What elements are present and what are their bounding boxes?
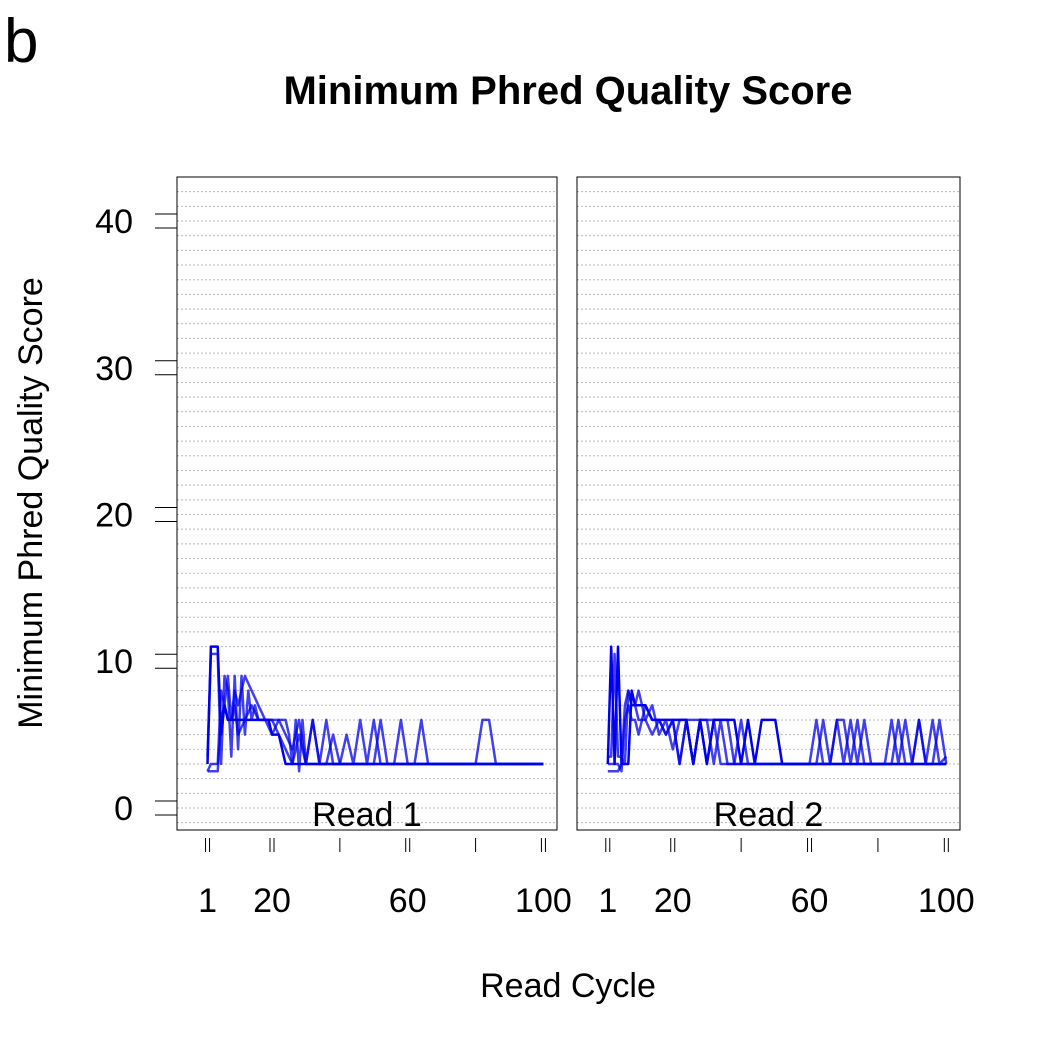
panel-read-1: Read 1 1 20 60 100	[176, 176, 572, 920]
x-axis-label: Read Cycle	[480, 967, 656, 1005]
panel-label: Read 2	[714, 796, 824, 834]
y-tick-label-10: 10	[95, 643, 133, 681]
series-line-2	[607, 652, 948, 766]
panel-letter: b	[4, 7, 38, 76]
y-tick-label-20: 20	[95, 497, 133, 535]
x-tick-label-60: 60	[791, 882, 829, 920]
panel-label: Read 1	[312, 796, 422, 834]
series-line-4	[207, 704, 544, 773]
y-tick-label-40: 40	[95, 203, 133, 241]
x-tick-label-20: 20	[654, 882, 692, 920]
x-tick-label-20: 20	[253, 882, 291, 920]
x-tick-label-100: 100	[515, 882, 572, 920]
panel-border	[576, 176, 961, 831]
x-tick-label-1: 1	[198, 882, 217, 920]
x-tick-label-1: 1	[598, 882, 617, 920]
series-line-4	[607, 704, 947, 773]
x-tick-label-60: 60	[389, 882, 427, 920]
y-tick-label-0: 0	[114, 790, 133, 828]
y-axis: 0 10 20 30 40	[95, 203, 177, 828]
panel-border	[176, 176, 558, 831]
x-tick-label-100: 100	[918, 882, 975, 920]
chart-title: Minimum Phred Quality Score	[283, 69, 852, 113]
y-tick-label-30: 30	[95, 350, 133, 388]
panel-read-2: Read 2 1 20 60 100	[576, 176, 975, 920]
y-axis-label: Minimum Phred Quality Score	[12, 277, 50, 729]
